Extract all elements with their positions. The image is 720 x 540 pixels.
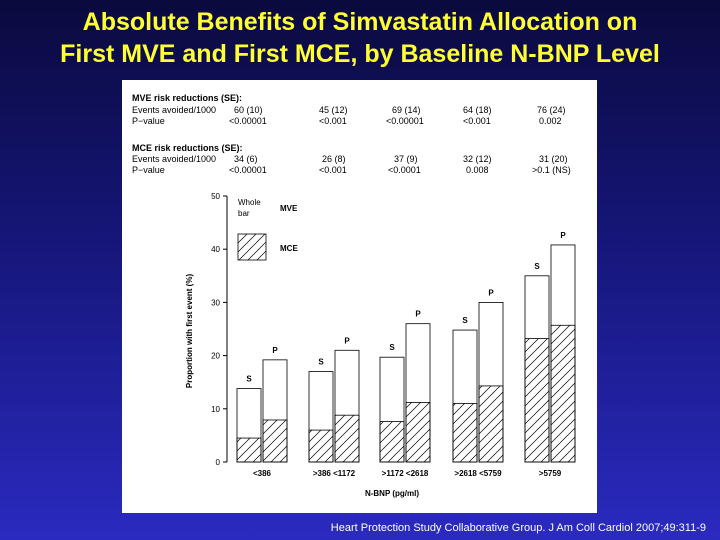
mce-events-5: 31 (20) [539, 154, 568, 164]
bar-label-s-1: S [318, 358, 324, 367]
bar-mce-s-0 [236, 437, 262, 463]
bar-label-p-0: P [272, 346, 278, 355]
bar-label-p-3: P [488, 288, 494, 297]
mve-events-3: 69 (14) [392, 105, 421, 115]
bar-mce-s-3 [452, 403, 478, 463]
mce-events-2: 26 (8) [322, 154, 346, 164]
bar-label-p-1: P [344, 336, 350, 345]
mve-pvalue-3: <0.00001 [386, 116, 424, 126]
mce-pvalue-1: <0.00001 [229, 165, 267, 175]
slide-title: Absolute Benefits of Simvastatin Allocat… [0, 6, 720, 70]
y-tick-label-2: 20 [211, 352, 220, 361]
figure-panel: MVE risk reductions (SE): Events avoided… [122, 80, 597, 513]
mce-pvalue-4: 0.008 [466, 165, 489, 175]
mce-events-4: 32 (12) [463, 154, 492, 164]
mce-table-heading: MCE risk reductions (SE): [132, 143, 243, 153]
title-line-2: First MVE and First MCE, by Baseline N-B… [60, 40, 660, 68]
mce-events-label: Events avoided/1000 [132, 154, 217, 164]
legend-mce-swatch [237, 233, 267, 261]
bar-chart: 0 10 20 30 40 50 Proportion with first event (… [185, 192, 576, 498]
legend-whole-label-1: Whole [238, 198, 261, 207]
mve-events-5: 76 (24) [537, 105, 566, 115]
mve-pvalue-label: P−value [132, 116, 165, 126]
bar-label-p-2: P [415, 310, 421, 319]
bar-mce-p-3 [478, 385, 504, 463]
legend-mce-label: MCE [280, 244, 298, 253]
mce-events-1: 34 (6) [234, 154, 258, 164]
bar-label-s-4: S [534, 262, 540, 271]
bar-label-s-3: S [462, 316, 468, 325]
mce-pvalue-2: <0.001 [319, 165, 347, 175]
y-tick-label-5: 50 [211, 192, 220, 201]
legend-whole-label-2: bar [238, 209, 250, 218]
mve-events-1: 60 (10) [234, 105, 263, 115]
bar-mce-s-4 [524, 338, 550, 463]
mve-pvalue-1: <0.00001 [229, 116, 267, 126]
mce-pvalue-3: <0.0001 [388, 165, 421, 175]
mve-table-heading: MVE risk reductions (SE): [132, 93, 243, 103]
citation: Heart Protection Study Collaborative Gro… [330, 522, 706, 534]
x-tick-label-3: >2618 <5759 [454, 469, 502, 478]
mve-events-4: 64 (18) [463, 105, 492, 115]
bar-mce-s-1 [308, 429, 334, 463]
mve-pvalue-2: <0.001 [319, 116, 347, 126]
x-tick-label-0: <386 [253, 469, 272, 478]
legend-mve-label: MVE [280, 204, 298, 213]
bar-label-s-0: S [246, 375, 252, 384]
bar-mce-p-1 [334, 414, 360, 463]
bar-mce-p-2 [405, 402, 431, 463]
bar-mce-p-4 [550, 324, 576, 463]
mve-pvalue-4: <0.001 [463, 116, 491, 126]
title-line-1: Absolute Benefits of Simvastatin Allocat… [82, 8, 638, 36]
bar-mce-p-0 [262, 419, 288, 463]
x-tick-label-1: >386 <1172 [313, 469, 356, 478]
mce-pvalue-label: P−value [132, 165, 165, 175]
mve-events-2: 45 (12) [319, 105, 348, 115]
y-tick-label-0: 0 [216, 458, 221, 467]
mce-events-3: 37 (9) [394, 154, 418, 164]
x-axis-label: N-BNP (pg/ml) [365, 489, 419, 498]
bar-label-p-4: P [560, 231, 566, 240]
y-tick-label-1: 10 [211, 405, 220, 414]
mve-pvalue-5: 0.002 [539, 116, 562, 126]
x-tick-label-4: >5759 [539, 469, 562, 478]
mce-pvalue-5: >0.1 (NS) [532, 165, 571, 175]
bar-label-s-2: S [389, 343, 395, 352]
x-tick-label-2: >1172 <2618 [382, 469, 429, 478]
bar-mce-s-2 [379, 421, 405, 463]
y-tick-label-4: 40 [211, 245, 220, 254]
y-axis-label: Proportion with first event (%) [185, 274, 194, 389]
mve-events-label: Events avoided/1000 [132, 105, 217, 115]
y-tick-label-3: 30 [211, 298, 220, 307]
